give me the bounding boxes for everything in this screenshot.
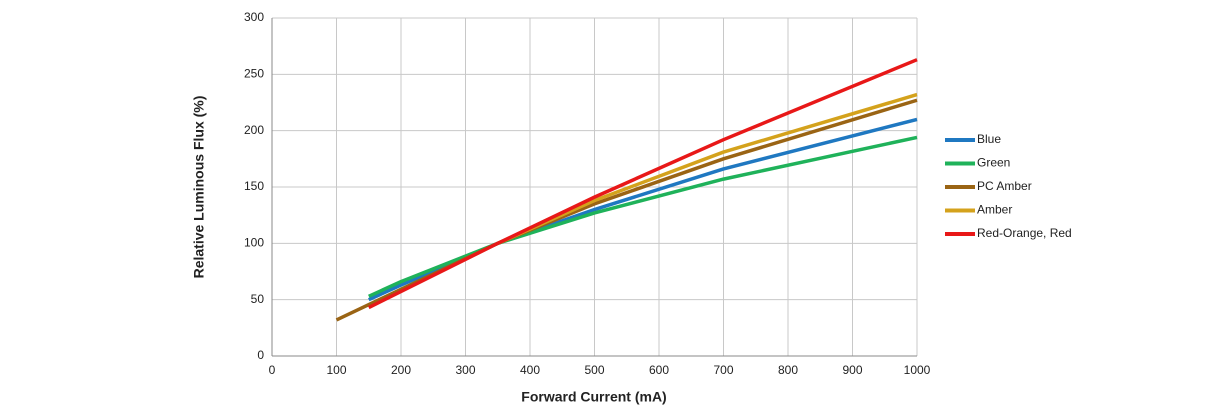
- x-tick-label: 100: [326, 363, 346, 377]
- y-tick-label: 100: [244, 236, 264, 250]
- x-tick-label: 200: [391, 363, 411, 377]
- legend-label: Blue: [977, 132, 1001, 146]
- x-tick-label: 800: [778, 363, 798, 377]
- x-tick-label: 1000: [904, 363, 931, 377]
- y-axis-title: Relative Luminous Flux (%): [191, 96, 207, 279]
- line-series: [368, 117, 918, 302]
- line-series: [368, 135, 918, 298]
- x-tick-label: 0: [269, 363, 276, 377]
- y-tick-label: 0: [257, 348, 264, 362]
- y-tick-label: 200: [244, 123, 264, 137]
- line-series: [335, 98, 918, 322]
- y-tick-label: 150: [244, 179, 264, 193]
- x-tick-label: 300: [455, 363, 475, 377]
- x-axis-title: Forward Current (mA): [521, 389, 666, 405]
- x-tick-label: 900: [842, 363, 862, 377]
- line-series: [367, 58, 918, 310]
- y-tick-label: 250: [244, 67, 264, 81]
- x-tick-label: 600: [649, 363, 669, 377]
- x-tick-label: 700: [713, 363, 733, 377]
- legend-label: Red-Orange, Red: [977, 226, 1072, 240]
- legend-label: Green: [977, 156, 1010, 170]
- legend-label: Amber: [977, 203, 1012, 217]
- y-tick-label: 300: [244, 10, 264, 24]
- y-tick-label: 50: [251, 292, 265, 306]
- x-tick-label: 500: [584, 363, 604, 377]
- legend-label: PC Amber: [977, 179, 1032, 193]
- x-tick-label: 400: [520, 363, 540, 377]
